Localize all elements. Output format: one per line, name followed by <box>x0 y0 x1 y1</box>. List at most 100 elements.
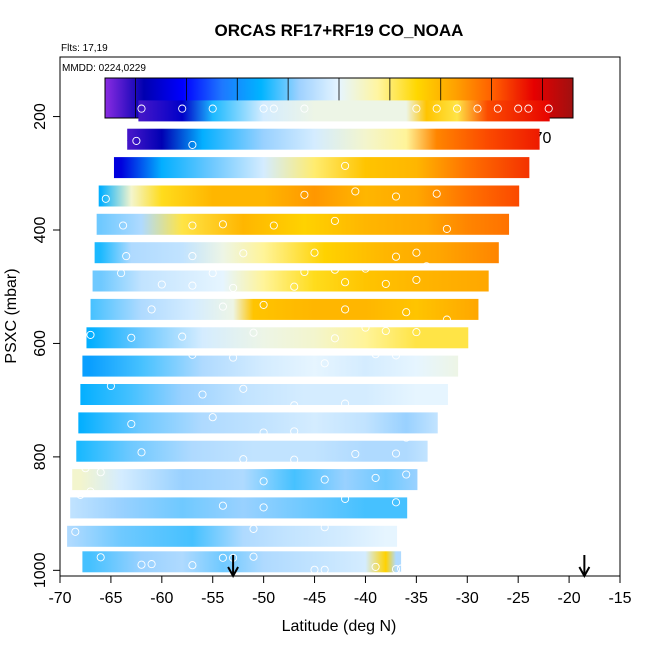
sample-marker <box>493 104 502 113</box>
sample-marker <box>320 565 329 574</box>
sample-marker <box>188 221 197 230</box>
sample-marker <box>157 280 166 289</box>
sample-marker <box>381 326 390 336</box>
sample-marker <box>391 565 401 574</box>
heatmap-band <box>113 157 530 179</box>
sample-marker <box>137 104 146 113</box>
sample-marker <box>341 494 350 503</box>
plot-frame <box>59 56 621 577</box>
sample-marker <box>178 332 187 341</box>
sample-marker <box>391 498 401 507</box>
sample-marker <box>86 330 95 339</box>
x-tick-label: -55 <box>201 590 224 607</box>
sample-marker <box>239 384 248 393</box>
sample-marker <box>371 473 380 482</box>
sample-marker <box>300 104 309 113</box>
x-tick-label: -40 <box>354 590 377 607</box>
sample-marker <box>402 470 411 479</box>
sample-marker <box>351 449 360 459</box>
y-axis: 200 400 600 800 1000 <box>32 103 60 588</box>
sample-marker <box>290 427 299 436</box>
heatmap-band <box>82 355 459 377</box>
sample-marker <box>208 413 217 422</box>
heatmap-band <box>127 128 540 150</box>
sample-marker <box>310 565 319 574</box>
sample-marker <box>188 252 197 261</box>
y-axis-label: PSXC (mbar) <box>3 268 20 363</box>
heatmap-bands <box>67 100 550 573</box>
sample-marker <box>412 275 421 284</box>
heatmap-band <box>82 551 402 573</box>
sample-marker <box>442 315 451 324</box>
x-tick-label: -45 <box>303 590 326 607</box>
sample-marker <box>442 224 451 233</box>
heatmap-band <box>80 384 448 405</box>
sample-marker <box>432 189 441 198</box>
sample-marker <box>300 267 309 277</box>
sample-marker <box>239 249 248 258</box>
sample-marker <box>229 353 238 362</box>
dates-label: MMDD: 0224,0229 <box>62 63 146 74</box>
sample-marker <box>218 553 227 562</box>
sample-marker <box>249 524 258 533</box>
sample-marker <box>320 359 329 368</box>
sample-markers <box>71 104 553 574</box>
sample-marker <box>229 283 238 292</box>
sample-marker <box>188 281 197 290</box>
chart-title: ORCAS RF17+RF19 CO_NOAA <box>215 21 464 40</box>
sample-marker <box>106 381 115 391</box>
sample-marker <box>147 560 156 569</box>
sample-marker <box>422 262 431 271</box>
flights-label: Flts: 17,19 <box>61 43 108 54</box>
sample-marker <box>239 455 248 464</box>
sample-marker <box>117 269 126 278</box>
heatmap-band <box>96 213 510 235</box>
sample-marker <box>86 487 95 496</box>
sample-marker <box>290 401 299 410</box>
sample-marker <box>208 104 217 113</box>
sample-marker <box>361 323 370 332</box>
sample-marker <box>71 527 80 536</box>
sample-marker <box>341 161 350 170</box>
sample-marker <box>269 104 278 113</box>
sample-marker <box>269 221 278 230</box>
sample-marker <box>361 264 370 273</box>
sample-marker <box>412 104 421 113</box>
sample-marker <box>137 560 146 569</box>
sample-marker <box>310 248 319 257</box>
sample-marker <box>218 220 227 229</box>
heatmap-band <box>70 497 408 519</box>
sample-marker <box>371 562 380 571</box>
sample-marker <box>391 351 401 360</box>
sample-marker <box>432 104 441 113</box>
sample-marker <box>259 428 268 437</box>
sample-marker <box>402 308 411 317</box>
sample-marker <box>218 501 227 510</box>
sample-marker <box>198 390 207 399</box>
sample-marker <box>96 468 105 477</box>
heatmap-band <box>94 242 499 264</box>
sample-marker <box>81 464 90 473</box>
heatmap-band <box>92 270 489 292</box>
sample-marker <box>412 328 421 337</box>
sample-marker <box>341 399 350 408</box>
sample-marker <box>147 305 156 314</box>
heatmap-band <box>72 469 418 491</box>
sample-marker <box>330 265 339 274</box>
sample-marker <box>208 269 217 278</box>
x-tick-label: -35 <box>405 590 428 607</box>
sample-marker <box>341 278 350 287</box>
sample-marker <box>351 187 360 196</box>
x-tick-label: -15 <box>608 590 631 607</box>
sample-marker <box>188 561 197 570</box>
sample-marker <box>188 140 197 149</box>
x-tick-label: -50 <box>252 590 275 607</box>
sample-marker <box>514 104 523 113</box>
y-tick-label: 400 <box>32 217 49 244</box>
sample-marker <box>101 194 110 203</box>
x-tick-label: -70 <box>48 590 71 607</box>
x-tick-label: -30 <box>456 590 479 607</box>
sample-marker <box>259 300 268 309</box>
sample-marker <box>391 449 401 458</box>
sample-marker <box>249 328 258 337</box>
